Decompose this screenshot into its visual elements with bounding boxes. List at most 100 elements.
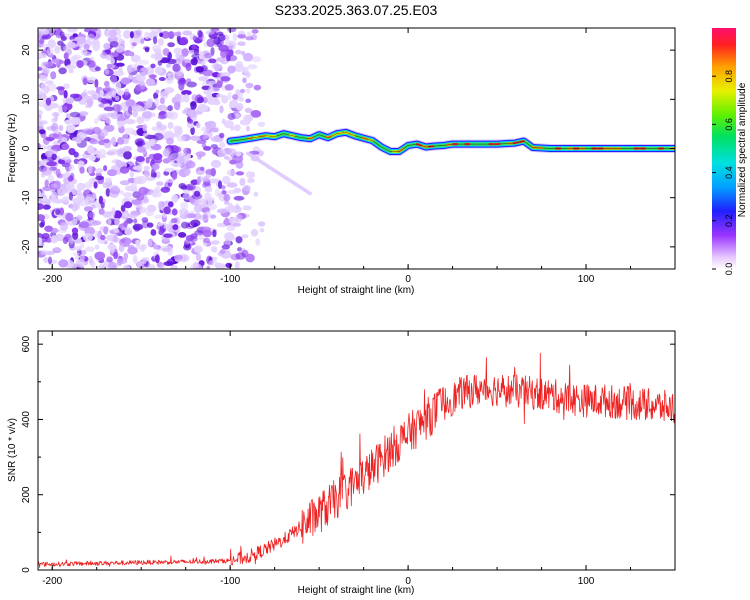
noise-blob [245, 82, 254, 89]
noise-blob [65, 97, 74, 105]
noise-blob [142, 123, 148, 132]
noise-blob [173, 31, 182, 37]
noise-blob [202, 135, 207, 140]
noise-blob [206, 265, 211, 269]
noise-blob [67, 28, 78, 33]
colorbar: 0.0 0.2 0.4 0.6 0.8 Normalized spectral ampl… [712, 28, 748, 275]
noise-blob [39, 222, 45, 228]
noise-blob [164, 167, 175, 173]
snr-x-ticks: -200 -100 0 100 [42, 331, 676, 587]
x-tick-label: -100 [220, 274, 240, 285]
noise-blob [132, 223, 144, 231]
snr-series-line [38, 352, 675, 568]
noise-blob [94, 251, 106, 261]
noise-blob [115, 45, 125, 53]
noise-blob [46, 83, 57, 92]
noise-blob [115, 159, 123, 167]
noise-blob [90, 28, 98, 32]
noise-blob [219, 249, 226, 255]
noise-blob [72, 136, 83, 142]
noise-blob [182, 30, 193, 36]
noise-blob [227, 112, 236, 121]
noise-blob [167, 111, 179, 120]
noise-blob [88, 211, 96, 219]
noise-blob [67, 124, 76, 133]
noise-blob [203, 52, 213, 59]
noise-blob [202, 69, 214, 77]
noise-blob [229, 99, 239, 109]
noise-blob [208, 259, 218, 266]
noise-blob [157, 38, 164, 46]
noise-blob [65, 169, 70, 178]
noise-blob [72, 54, 82, 60]
noise-blob [202, 176, 210, 182]
noise-blob [40, 249, 48, 255]
noise-blob [54, 45, 61, 54]
noise-blob [223, 155, 230, 160]
noise-blob [167, 122, 174, 129]
noise-blob [79, 253, 86, 261]
noise-blob [87, 90, 96, 95]
noise-blob [256, 150, 264, 157]
noise-blob [240, 50, 246, 56]
noise-blob [173, 254, 184, 261]
noise-blob [169, 161, 176, 167]
noise-blob [163, 71, 172, 77]
noise-blob [145, 176, 156, 181]
noise-blob [124, 185, 136, 192]
noise-blob [191, 45, 197, 50]
noise-blob [132, 165, 142, 171]
noise-blob [112, 104, 123, 112]
noise-blob [105, 177, 112, 184]
noise-blob [151, 112, 156, 118]
noise-blob [111, 90, 116, 98]
x-tick-label: 0 [405, 274, 411, 285]
noise-blob [143, 165, 150, 171]
x-tick-label: 0 [405, 576, 411, 587]
noise-blob [150, 28, 157, 32]
figure-title: S233.2025.363.07.25.E03 [275, 2, 438, 18]
noise-blob [71, 227, 79, 234]
spectrogram-y-ticks: -20 -10 0 10 20 [21, 44, 675, 254]
noise-blob [122, 145, 132, 152]
noise-blob [63, 46, 69, 52]
noise-blob [190, 58, 198, 66]
noise-blob [171, 171, 178, 180]
noise-blob [158, 77, 166, 81]
noise-blob [202, 213, 208, 219]
colorbar-tick-label: 0.2 [724, 215, 734, 228]
noise-blob [218, 44, 229, 52]
noise-blob [41, 43, 50, 49]
noise-blob [166, 137, 174, 145]
noise-blob [145, 156, 150, 164]
noise-blob [87, 60, 96, 68]
noise-blob [190, 126, 195, 136]
noise-blob [81, 249, 87, 255]
noise-blob [167, 42, 175, 48]
noise-blob [183, 147, 191, 155]
noise-blob [104, 69, 110, 75]
noise-blob [92, 150, 101, 156]
noise-blob [202, 229, 212, 238]
noise-blob [123, 201, 133, 209]
noise-blob [195, 170, 205, 176]
noise-blob [165, 77, 174, 84]
noise-blob [110, 136, 117, 146]
noise-blob [38, 143, 41, 150]
noise-blob [71, 202, 78, 212]
noise-blob [74, 245, 82, 251]
noise-blob [185, 62, 192, 72]
noise-blob [129, 31, 134, 39]
noise-blob [190, 101, 197, 107]
noise-blob [102, 181, 110, 189]
noise-blob [212, 229, 217, 238]
noise-blob [98, 195, 103, 205]
noise-blob [103, 92, 112, 99]
noise-blob [103, 165, 108, 172]
noise-blob [103, 226, 109, 235]
spectrogram-x-ticks: -200 -100 0 100 [42, 28, 676, 285]
noise-blob [193, 204, 202, 213]
noise-blob [43, 61, 53, 67]
noise-blob [120, 204, 126, 212]
